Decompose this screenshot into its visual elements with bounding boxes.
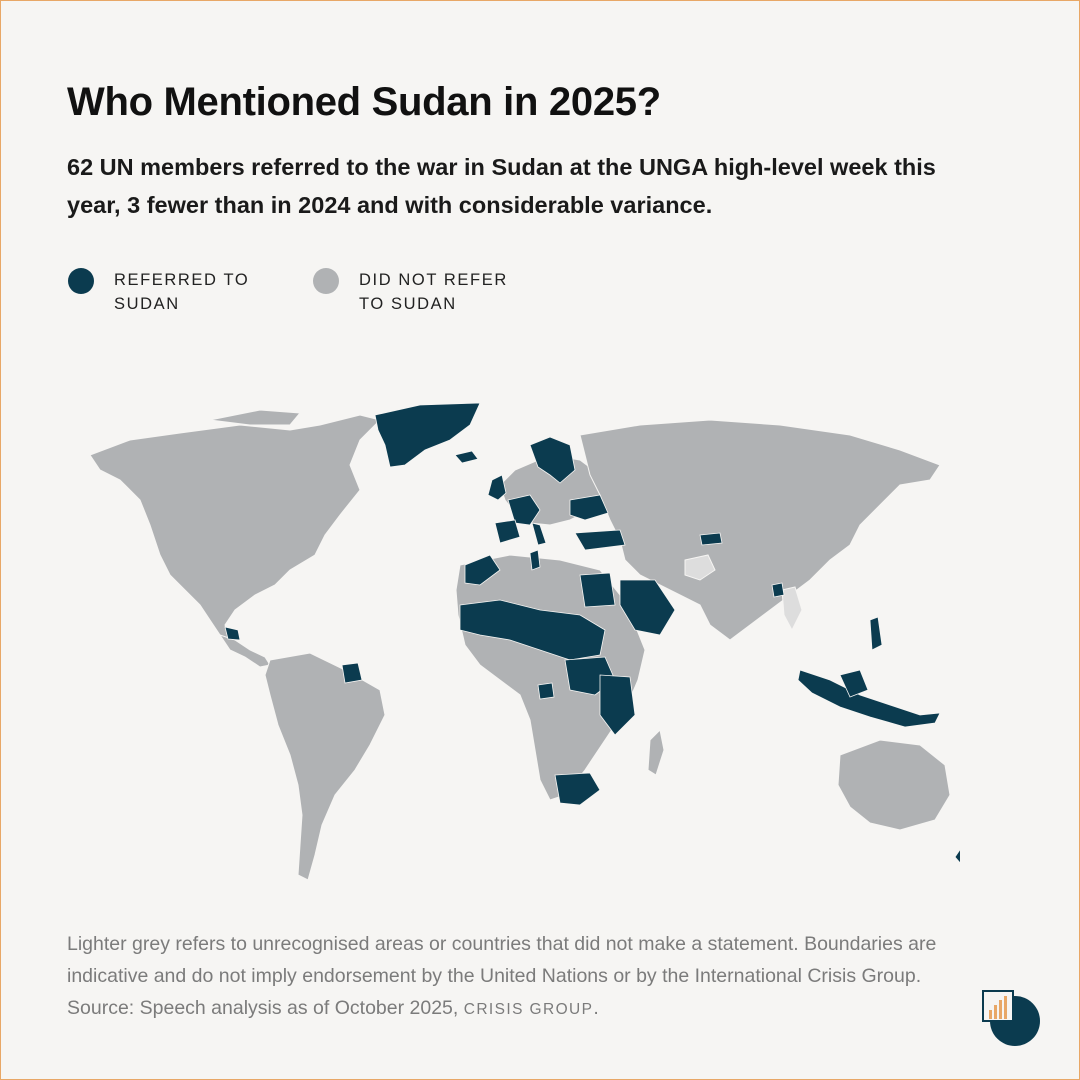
world-map xyxy=(89,402,960,881)
map-north-america xyxy=(89,414,381,641)
legend-label-referred: REFERRED TO SUDAN xyxy=(114,271,250,313)
map-egypt xyxy=(579,572,616,608)
map-kyrgyzstan xyxy=(699,532,723,546)
footnote: Lighter grey refers to unrecognised area… xyxy=(67,928,967,1026)
map-south-america xyxy=(264,652,386,881)
page-title: Who Mentioned Sudan in 2025? xyxy=(67,80,661,124)
map-indonesia-malaysia xyxy=(797,669,941,728)
map-madagascar xyxy=(647,728,665,776)
footnote-end: . xyxy=(593,997,599,1019)
map-east-africa xyxy=(599,674,636,736)
legend-dot-referred xyxy=(68,268,94,294)
legend-not-referred: DID NOT REFER TO SUDAN xyxy=(313,268,529,316)
page-subtitle: 62 UN members referred to the war in Sud… xyxy=(67,154,936,218)
map-turkey xyxy=(574,529,626,551)
map-borneo xyxy=(839,669,869,698)
map-afghanistan xyxy=(684,554,716,581)
map-central-america xyxy=(218,634,271,668)
map-new-zealand xyxy=(954,848,960,864)
map-central-america-referred xyxy=(224,626,241,641)
map-gabon xyxy=(537,682,555,700)
map-uk-ireland xyxy=(487,474,507,501)
map-italy xyxy=(531,522,547,546)
crisis-group-logo-icon xyxy=(982,990,1040,1046)
legend-dot-not-referred xyxy=(313,268,339,294)
map-myanmar xyxy=(781,586,803,632)
map-greenland xyxy=(374,402,481,468)
map-bangladesh xyxy=(771,582,785,598)
footnote-text: Lighter grey refers to unrecognised area… xyxy=(67,933,937,1019)
map-canadian-arctic xyxy=(209,409,302,426)
legend-referred: REFERRED TO SUDAN xyxy=(68,268,284,316)
map-spain xyxy=(494,519,521,544)
map-tunisia xyxy=(529,549,541,571)
map-iceland xyxy=(454,450,479,464)
map-morocco xyxy=(464,554,501,586)
map-south-africa xyxy=(554,772,601,806)
map-sahel xyxy=(459,599,606,661)
map-australia xyxy=(837,739,951,831)
map-france-germany xyxy=(507,494,541,526)
map-scandinavia xyxy=(529,436,576,484)
footnote-brand: CRISIS GROUP xyxy=(463,1001,594,1018)
map-philippines xyxy=(869,616,883,651)
legend-label-not-referred: DID NOT REFER TO SUDAN xyxy=(359,271,508,313)
map-guyana-suriname xyxy=(341,662,363,684)
map-ukraine-romania xyxy=(569,494,609,521)
map-saudi-yemen xyxy=(619,579,676,636)
